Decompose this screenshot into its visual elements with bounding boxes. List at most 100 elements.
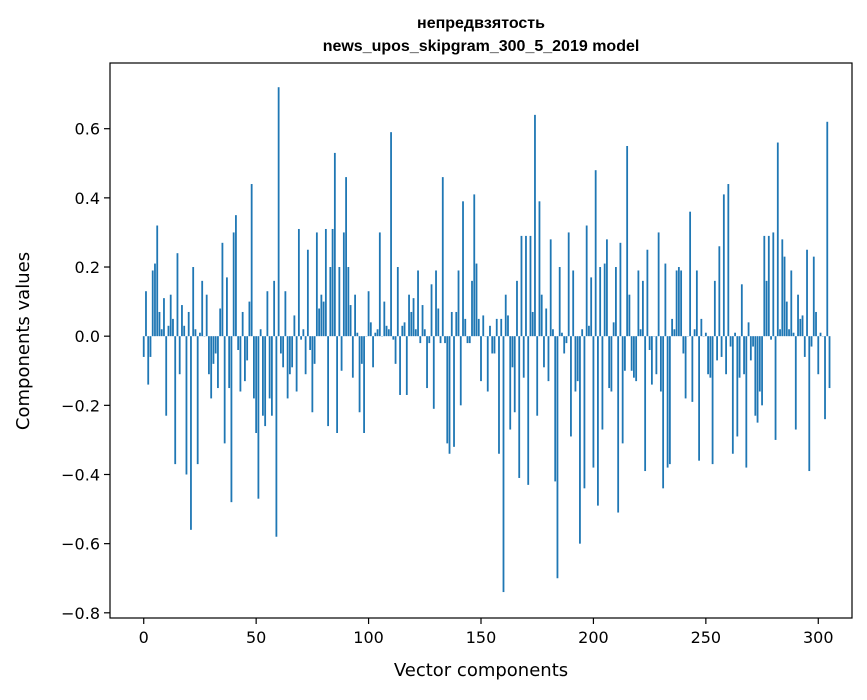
- bar-82: [327, 336, 329, 426]
- bar-221: [640, 329, 642, 336]
- bar-98: [363, 336, 365, 433]
- bar-244: [691, 336, 693, 402]
- bar-134: [444, 336, 446, 343]
- bar-259: [725, 336, 727, 374]
- bar-255: [716, 336, 718, 360]
- bar-171: [527, 336, 529, 485]
- bar-266: [741, 284, 743, 336]
- bar-79: [320, 295, 322, 337]
- bar-180: [548, 336, 550, 381]
- bar-153: [487, 336, 489, 391]
- bar-256: [718, 246, 720, 336]
- bar-73: [307, 250, 309, 336]
- bar-179: [545, 309, 547, 337]
- bar-304: [826, 122, 828, 336]
- bar-204: [602, 336, 604, 429]
- bar-46: [246, 336, 248, 360]
- bar-223: [644, 336, 646, 471]
- bar-43: [240, 336, 242, 391]
- bar-107: [383, 302, 385, 337]
- bar-88: [341, 336, 343, 371]
- bar-103: [374, 333, 376, 336]
- bar-210: [615, 267, 617, 336]
- bar-143: [464, 319, 466, 336]
- bar-33: [217, 336, 219, 388]
- bar-281: [775, 336, 777, 440]
- bar-149: [478, 319, 480, 336]
- bar-174: [534, 115, 536, 336]
- bar-70: [300, 336, 302, 339]
- bar-178: [543, 336, 545, 367]
- bar-72: [305, 336, 307, 374]
- bar-53: [262, 336, 264, 416]
- bar-213: [622, 336, 624, 443]
- bar-267: [743, 336, 745, 374]
- bar-57: [271, 336, 273, 416]
- bar-300: [817, 336, 819, 374]
- bar-168: [521, 236, 523, 336]
- bar-85: [334, 153, 336, 336]
- bar-104: [377, 329, 379, 336]
- bar-11: [168, 326, 170, 336]
- bar-19: [186, 336, 188, 474]
- bar-264: [736, 336, 738, 436]
- bar-151: [482, 315, 484, 336]
- bar-278: [768, 236, 770, 336]
- bar-102: [372, 336, 374, 367]
- bar-133: [442, 177, 444, 336]
- bar-201: [595, 170, 597, 336]
- bar-275: [761, 336, 763, 405]
- bar-100: [368, 291, 370, 336]
- bar-160: [503, 336, 505, 592]
- bar-177: [541, 295, 543, 337]
- bar-165: [514, 336, 516, 412]
- bar-298: [813, 257, 815, 337]
- bar-301: [820, 333, 822, 336]
- bar-233: [667, 336, 669, 467]
- bar-173: [532, 312, 534, 336]
- bar-130: [435, 270, 437, 336]
- bar-232: [664, 264, 666, 337]
- bar-127: [428, 336, 430, 343]
- bar-167: [518, 336, 520, 478]
- bar-246: [696, 270, 698, 336]
- bar-111: [392, 336, 394, 339]
- bar-215: [626, 146, 628, 336]
- bar-238: [678, 267, 680, 336]
- bar-26: [201, 281, 203, 336]
- bar-235: [671, 319, 673, 336]
- bar-77: [316, 232, 318, 336]
- bar-183: [554, 336, 556, 481]
- chart-title: непредвзятость: [417, 15, 545, 32]
- bar-217: [631, 336, 633, 371]
- bar-86: [336, 336, 338, 433]
- bar-248: [700, 319, 702, 336]
- bar-224: [646, 250, 648, 336]
- bar-78: [318, 309, 320, 337]
- bar-228: [655, 336, 657, 374]
- bar-120: [413, 298, 415, 336]
- bar-285: [784, 257, 786, 337]
- bar-172: [530, 236, 532, 336]
- bar-219: [635, 336, 637, 381]
- bar-240: [682, 336, 684, 353]
- chart-subtitle: news_upos_skipgram_300_5_2019 model: [323, 38, 640, 55]
- bar-283: [779, 329, 781, 336]
- bar-38: [228, 336, 230, 388]
- bar-189: [568, 232, 570, 336]
- bar-146: [471, 281, 473, 336]
- bar-41: [235, 215, 237, 336]
- bar-250: [705, 333, 707, 336]
- bar-241: [685, 336, 687, 398]
- bar-12: [170, 295, 172, 337]
- bar-268: [745, 336, 747, 467]
- bar-185: [559, 267, 561, 336]
- bar-80: [323, 302, 325, 337]
- bar-261: [730, 336, 732, 346]
- bar-237: [676, 270, 678, 336]
- bar-243: [689, 212, 691, 336]
- bar-105: [379, 232, 381, 336]
- y-tick-label: −0.8: [61, 604, 100, 623]
- bar-23: [195, 329, 197, 336]
- bar-22: [192, 267, 194, 336]
